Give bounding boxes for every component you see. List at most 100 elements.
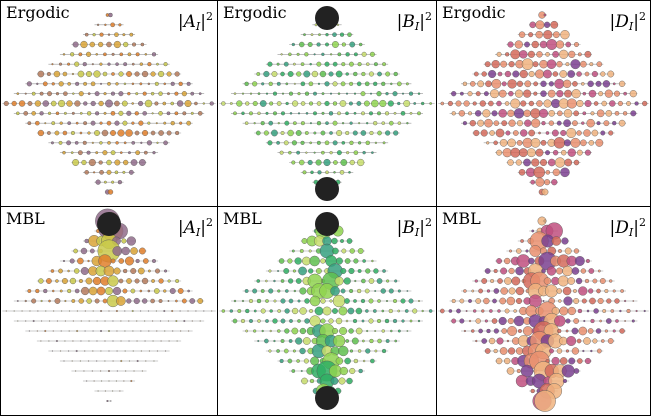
- amplitude-bubble: [288, 339, 293, 343]
- amplitude-bubble: [67, 288, 72, 294]
- amplitude-bubble: [320, 258, 326, 264]
- amplitude-bubble: [325, 170, 329, 175]
- amplitude-bubble: [584, 278, 590, 284]
- amplitude-bubble: [320, 318, 326, 324]
- amplitude-bubble: [612, 120, 617, 126]
- amplitude-bubble: [87, 131, 91, 135]
- amplitude-bubble: [512, 130, 519, 136]
- amplitude-bubble: [368, 278, 375, 284]
- amplitude-bubble: [140, 330, 142, 332]
- amplitude-bubble: [289, 112, 293, 115]
- amplitude-bubble: [154, 81, 159, 86]
- amplitude-bubble: [365, 62, 370, 66]
- amplitude-bubble: [70, 52, 75, 57]
- amplitude-bubble: [343, 277, 351, 285]
- amplitude-bubble: [515, 159, 522, 166]
- amplitude-bubble: [50, 141, 54, 145]
- amplitude-bubble: [583, 129, 591, 137]
- amplitude-bubble: [59, 121, 63, 125]
- amplitude-bubble: [85, 277, 93, 285]
- amplitude-bubble: [104, 360, 106, 362]
- amplitude-bubble: [626, 308, 631, 314]
- amplitude-bubble: [394, 339, 398, 343]
- amplitude-bubble: [148, 350, 151, 352]
- amplitude-bubble: [124, 310, 126, 312]
- amplitude-bubble: [516, 368, 521, 374]
- amplitude-bubble: [107, 329, 110, 332]
- amplitude-bubble: [568, 50, 576, 58]
- amplitude-bubble: [253, 309, 257, 313]
- amplitude-bubble: [502, 148, 512, 158]
- amplitude-bubble: [353, 299, 357, 303]
- amplitude-bubble: [297, 92, 301, 96]
- amplitude-bubble: [303, 70, 311, 78]
- amplitude-bubble: [488, 337, 496, 345]
- amplitude-bubble: [592, 278, 598, 284]
- amplitude-bubble: [325, 42, 329, 47]
- amplitude-bubble: [280, 53, 283, 56]
- amplitude-bubble: [55, 111, 60, 116]
- amplitude-bubble: [349, 81, 354, 86]
- amplitude-bubble: [353, 150, 359, 155]
- amplitude-bubble: [324, 140, 330, 146]
- amplitude-bubble: [506, 339, 510, 343]
- amplitude-bubble: [605, 318, 612, 324]
- amplitude-bubble: [356, 288, 362, 294]
- amplitude-bubble: [345, 111, 349, 116]
- amplitude-bubble: [260, 289, 265, 293]
- amplitude-bubble: [543, 69, 552, 79]
- amplitude-bubble: [556, 288, 562, 294]
- amplitude-bubble: [346, 238, 353, 244]
- amplitude-bubble: [68, 330, 70, 332]
- amplitude-bubble: [462, 81, 468, 87]
- amplitude-bubble: [520, 364, 534, 378]
- amplitude-bubble: [332, 308, 338, 314]
- amplitude-bubble: [385, 130, 391, 136]
- amplitude-bubble: [357, 349, 362, 353]
- amplitude-bubble: [221, 309, 226, 313]
- amplitude-bubble: [642, 100, 648, 107]
- amplitude-bubble: [405, 82, 409, 86]
- amplitude-bubble: [80, 267, 89, 275]
- amplitude-bubble: [329, 131, 333, 135]
- amplitude-bubble: [92, 350, 94, 352]
- amplitude-bubble: [576, 99, 584, 108]
- amplitude-bubble: [150, 130, 156, 136]
- amplitude-bubble: [349, 248, 355, 254]
- amplitude-bubble: [348, 171, 351, 174]
- amplitude-bubble: [78, 91, 84, 97]
- amplitude-bubble: [158, 70, 165, 78]
- amplitude-bubble: [492, 298, 497, 304]
- amplitude-bubble: [578, 286, 588, 296]
- amplitude-bubble: [95, 179, 101, 185]
- amplitude-bubble: [384, 111, 390, 116]
- amplitude-bubble: [81, 159, 87, 166]
- amplitude-bubble: [176, 100, 184, 107]
- amplitude-bubble: [80, 340, 82, 342]
- amplitude-bubble: [582, 111, 587, 116]
- amplitude-bubble: [138, 159, 146, 166]
- amplitude-bubble: [558, 299, 562, 303]
- amplitude-bubble: [48, 320, 51, 322]
- amplitude-bubble: [74, 141, 79, 145]
- amplitude-bubble: [581, 82, 585, 86]
- amplitude-bubble: [531, 40, 539, 49]
- amplitude-bubble: [582, 91, 587, 96]
- amplitude-bubble: [100, 329, 103, 332]
- amplitude-bubble: [590, 111, 595, 116]
- amplitude-bubble: [93, 171, 96, 174]
- amplitude-bubble: [135, 150, 141, 156]
- amplitude-bubble: [493, 140, 498, 146]
- amplitude-bubble: [56, 320, 59, 322]
- amplitude-bubble: [481, 71, 487, 77]
- amplitude-bubble: [261, 329, 264, 333]
- amplitude-bubble: [118, 71, 124, 77]
- amplitude-bubble: [90, 120, 96, 126]
- amplitude-bubble: [562, 265, 573, 277]
- amplitude-bubble: [268, 81, 273, 86]
- amplitude-bubble: [82, 62, 87, 67]
- amplitude-bubble: [304, 52, 309, 57]
- amplitude-bubble: [139, 289, 143, 293]
- amplitude-bubble: [91, 370, 93, 372]
- amplitude-bubble: [89, 248, 95, 254]
